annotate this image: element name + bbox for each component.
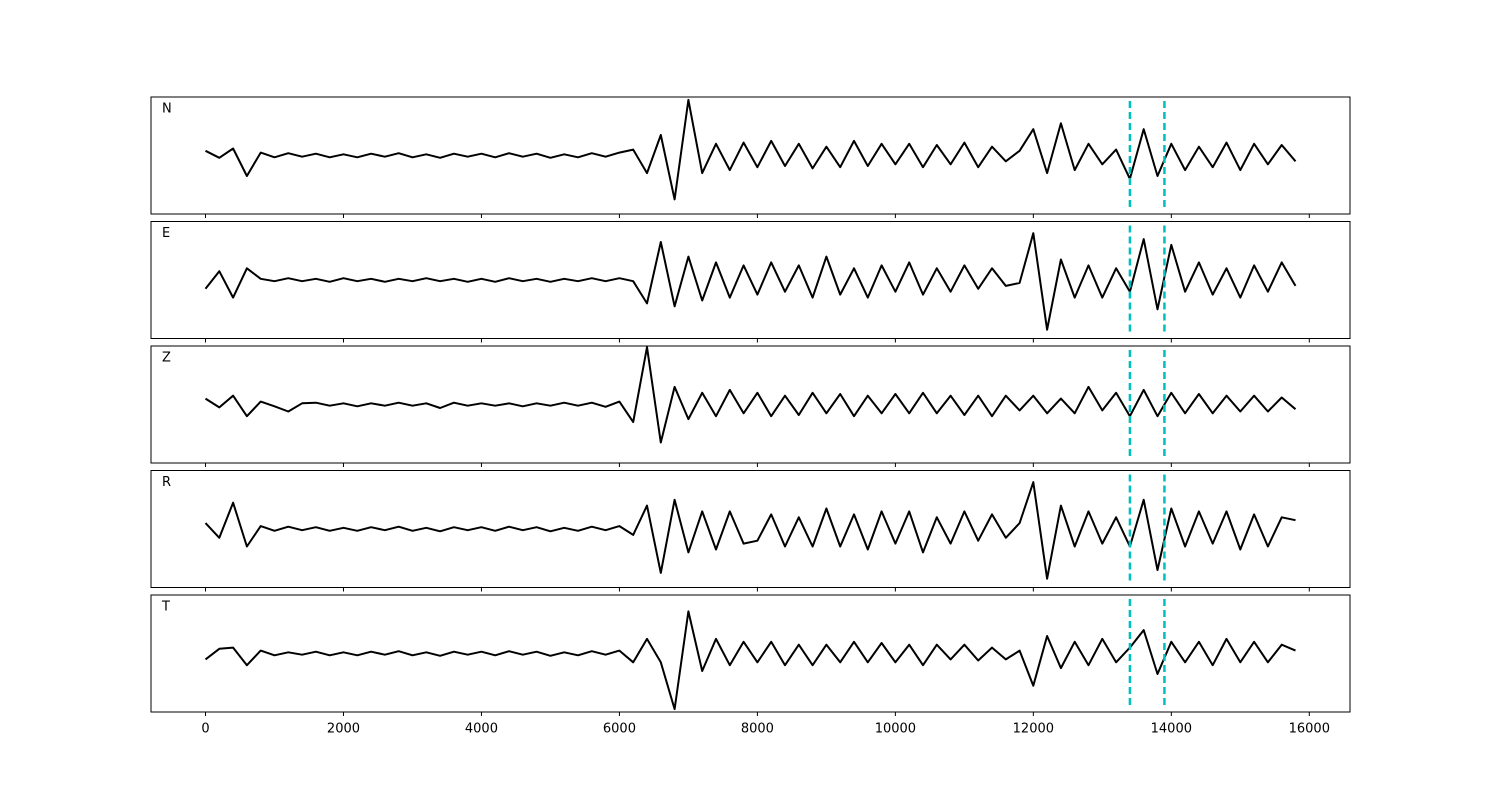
panel-label: E (162, 226, 170, 241)
x-tick-label: 14000 (1151, 722, 1192, 737)
waveform (204, 346, 1297, 444)
panel-frame (150, 594, 1351, 713)
waveform (204, 610, 1296, 711)
x-tick-label: 8000 (741, 722, 774, 737)
x-tick-label: 4000 (465, 722, 498, 737)
waveform (204, 232, 1297, 331)
panel-frame (150, 96, 1351, 215)
x-tick-label: 6000 (603, 722, 636, 737)
x-tick-label: 10000 (875, 722, 916, 737)
panel-label: T (161, 600, 170, 615)
panel-frame (150, 470, 1351, 588)
panel-label: Z (162, 351, 171, 366)
x-tick-label: 12000 (1013, 722, 1054, 737)
waveform (205, 98, 1297, 201)
waveform (204, 481, 1296, 580)
x-tick-label: 16000 (1289, 722, 1330, 737)
x-tick-label: 2000 (327, 722, 360, 737)
panel-label: N (162, 102, 172, 117)
panel-label: R (162, 475, 171, 490)
panel-frame (150, 345, 1351, 464)
panel-frame (150, 221, 1351, 339)
x-tick-label: 0 (201, 722, 209, 737)
